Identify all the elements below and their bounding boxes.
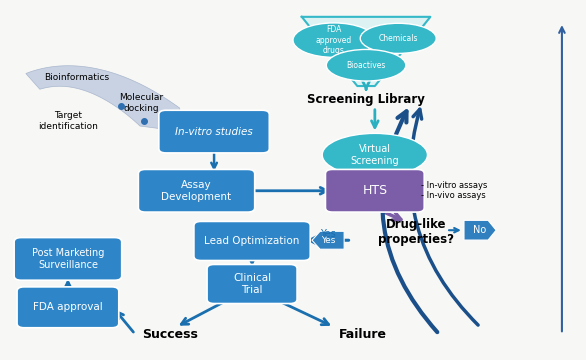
- FancyBboxPatch shape: [138, 170, 255, 212]
- Text: - In-vitro assays
- In-vivo assays: - In-vitro assays - In-vivo assays: [421, 181, 487, 201]
- Text: No: No: [473, 225, 487, 235]
- Text: FDA approval: FDA approval: [33, 302, 103, 312]
- Text: Molecular
docking: Molecular docking: [119, 93, 163, 113]
- Polygon shape: [302, 17, 430, 86]
- Polygon shape: [464, 220, 496, 240]
- Text: In-vitro studies: In-vitro studies: [175, 127, 253, 136]
- FancyBboxPatch shape: [207, 265, 297, 303]
- FancyBboxPatch shape: [194, 221, 310, 261]
- Text: HTS: HTS: [362, 184, 387, 197]
- Text: Drug-like
properties?: Drug-like properties?: [378, 218, 454, 246]
- Text: Failure: Failure: [339, 328, 387, 341]
- Polygon shape: [312, 231, 344, 249]
- Text: Lead Optimization: Lead Optimization: [205, 236, 300, 246]
- Ellipse shape: [326, 49, 406, 81]
- Ellipse shape: [293, 23, 375, 57]
- Text: Bioactives: Bioactives: [346, 61, 386, 70]
- FancyBboxPatch shape: [159, 110, 270, 153]
- Text: Target
identification: Target identification: [38, 111, 98, 131]
- FancyBboxPatch shape: [17, 287, 119, 328]
- Text: Yes: Yes: [320, 229, 336, 239]
- Ellipse shape: [322, 134, 427, 176]
- Text: FDA
approved
drugs: FDA approved drugs: [316, 25, 352, 55]
- Text: Virtual
Screening: Virtual Screening: [350, 144, 399, 166]
- Text: Assay
Development: Assay Development: [162, 180, 231, 202]
- Text: Post Marketing
Surveillance: Post Marketing Surveillance: [32, 248, 104, 270]
- Text: Success: Success: [142, 328, 198, 341]
- Ellipse shape: [360, 23, 436, 53]
- Text: Clinical
Trial: Clinical Trial: [233, 273, 271, 295]
- FancyBboxPatch shape: [325, 170, 424, 212]
- Polygon shape: [26, 66, 183, 132]
- Text: Chemicals: Chemicals: [379, 34, 418, 43]
- Text: Yes: Yes: [321, 236, 335, 245]
- FancyBboxPatch shape: [14, 238, 122, 280]
- Text: Screening Library: Screening Library: [307, 93, 425, 106]
- Text: Bioinformatics: Bioinformatics: [44, 73, 109, 82]
